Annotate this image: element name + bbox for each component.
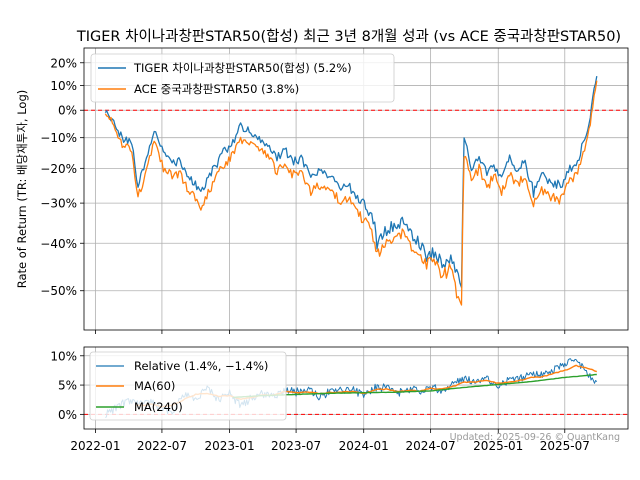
- x-tick-label: 2025-07: [540, 439, 590, 453]
- main-y-tick-label: −20%: [40, 162, 77, 176]
- main-y-tick-label: −10%: [40, 131, 77, 145]
- x-tick-label: 2024-01: [339, 439, 389, 453]
- relative-chart-panel: Relative (1.4%, −1.4%) MA(60) MA(240) 10…: [50, 346, 629, 453]
- relative-y-tick-label: 0%: [58, 408, 77, 422]
- tiger-series-line: [104, 75, 598, 289]
- main-plot-frame: [83, 47, 629, 331]
- legend-label-tiger: TIGER 차이나과창판STAR50(합성) (5.2%): [133, 61, 352, 75]
- main-chart-panel: 20% 10% 0% −10% −20% −30% −40% −50% Rate of Ret…: [15, 47, 629, 334]
- main-y-tick-label: −40%: [40, 237, 77, 251]
- main-legend-box: [90, 53, 395, 103]
- main-x-ticks: [94, 330, 566, 334]
- legend-label-ma60: MA(60): [134, 379, 175, 393]
- legend-label-ace: ACE 중국과창판STAR50 (3.8%): [134, 82, 299, 96]
- relative-x-ticks: 2022-01 2022-07 2023-01 2023-07 2024-01 2024-…: [70, 429, 590, 453]
- legend-label-relative: Relative (1.4%, −1.4%): [134, 359, 268, 373]
- y-axis-label: Rate of Return (TR: 배당재투자, Log): [15, 90, 29, 289]
- relative-y-ticks: 10% 5% 0%: [50, 349, 84, 422]
- main-series: [104, 75, 598, 306]
- ace-series-line: [104, 80, 598, 306]
- footer-credit: Updated: 2025-09-26 © QuantKang: [450, 432, 620, 443]
- main-y-tick-label: −50%: [40, 284, 77, 298]
- x-tick-label: 2024-07: [406, 439, 456, 453]
- x-tick-label: 2025-01: [473, 439, 523, 453]
- relative-y-tick-label: 10%: [50, 349, 77, 363]
- x-tick-label: 2022-01: [70, 439, 120, 453]
- main-y-tick-label: 20%: [50, 56, 77, 70]
- chart-title: TIGER 차이나과창판STAR50(합성) 최근 3년 8개월 성과 (vs …: [76, 28, 621, 45]
- legend-label-ma240: MA(240): [134, 400, 183, 414]
- x-tick-label: 2022-07: [137, 439, 187, 453]
- main-y-ticks: 20% 10% 0% −10% −20% −30% −40% −50%: [40, 56, 84, 298]
- main-y-tick-label: −30%: [40, 197, 77, 211]
- main-y-tick-label: 10%: [50, 79, 77, 93]
- relative-plot-frame: [83, 346, 629, 430]
- relative-y-tick-label: 5%: [58, 379, 77, 393]
- main-legend: TIGER 차이나과창판STAR50(합성) (5.2%) ACE 중국과창판S…: [90, 53, 395, 103]
- main-y-tick-label: 0%: [58, 104, 77, 118]
- relative-legend-box: [89, 351, 287, 421]
- ma240-series-line: [232, 373, 597, 398]
- x-tick-label: 2023-01: [204, 439, 254, 453]
- x-tick-label: 2023-07: [271, 439, 321, 453]
- relative-legend: Relative (1.4%, −1.4%) MA(60) MA(240): [89, 351, 287, 421]
